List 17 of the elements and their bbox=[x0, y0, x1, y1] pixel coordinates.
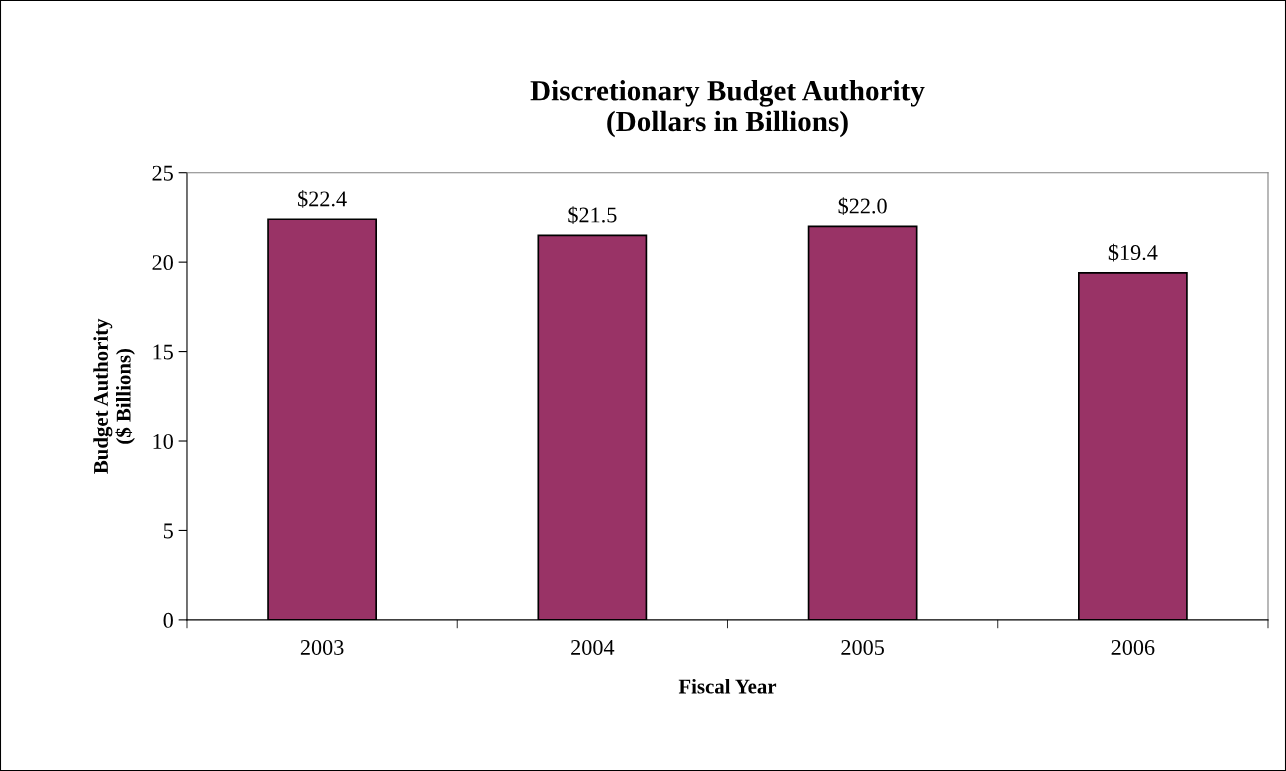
x-tick-label: 2005 bbox=[841, 639, 884, 655]
y-tick-label: 15 bbox=[153, 344, 173, 360]
y-tick-label: 0 bbox=[163, 612, 173, 628]
chart-title: Discretionary Budget Authority (Dollars in Billions) bbox=[530, 80, 925, 138]
data-label: $22.0 bbox=[838, 197, 887, 215]
y-tick-label: 25 bbox=[152, 165, 173, 181]
y-tick-label: 10 bbox=[153, 433, 173, 449]
data-label: $22.4 bbox=[298, 190, 347, 208]
x-tick-label: 2004 bbox=[571, 639, 615, 655]
x-axis-title: Fiscal Year bbox=[678, 678, 777, 694]
y-axis-title: Budget Authority ($ Billions) bbox=[93, 318, 135, 474]
y-tick-label: 20 bbox=[152, 255, 173, 271]
x-tick-label: 2006 bbox=[1111, 639, 1155, 655]
data-label: $19.4 bbox=[1108, 243, 1158, 262]
data-label: $21.5 bbox=[568, 206, 617, 224]
y-tick-label: 5 bbox=[163, 523, 173, 539]
x-tick-label: 2003 bbox=[300, 639, 344, 655]
